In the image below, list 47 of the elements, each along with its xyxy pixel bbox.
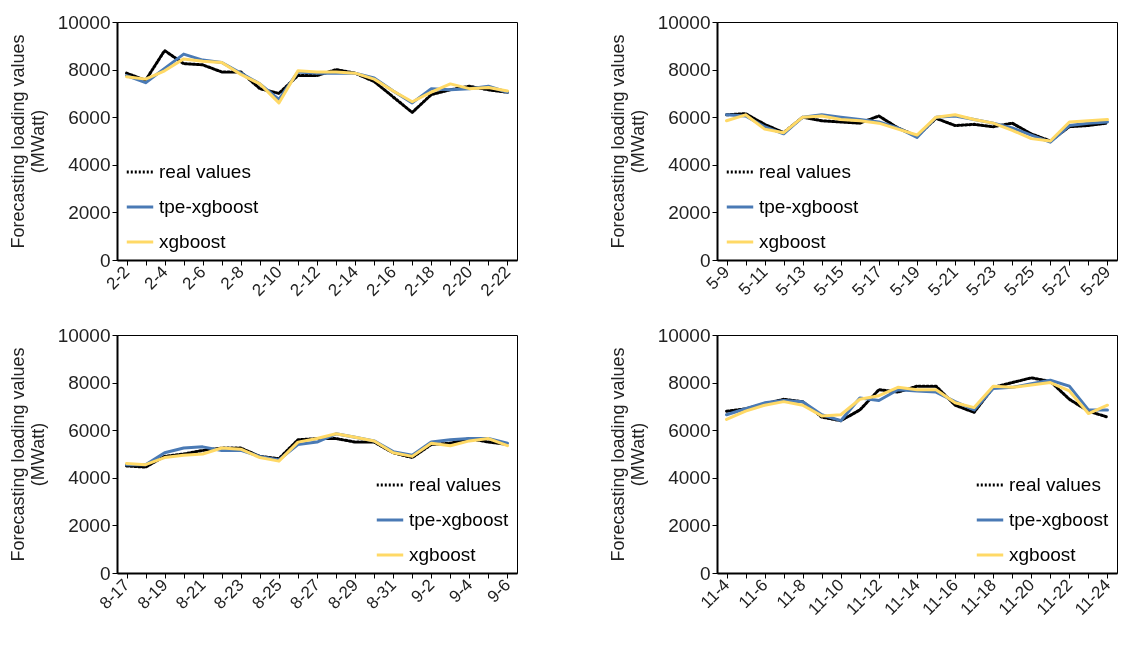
legend-label: tpe-xgboost [409, 509, 510, 530]
y-axis-title: Forecasting loading values (MWatt) [607, 34, 648, 249]
y-tick-label: 6000 [68, 106, 111, 128]
y-axis-title: Forecasting loading values (MWatt) [7, 34, 48, 249]
y-tick-label: 2000 [68, 201, 111, 223]
x-tick-label: 2-8 [216, 262, 248, 294]
y-tick-label: 10000 [657, 11, 711, 33]
x-tick-label: 2-6 [178, 262, 210, 294]
y-tick-label: 2000 [668, 514, 711, 536]
legend-label: real values [159, 161, 251, 182]
legend-label: real values [409, 474, 501, 495]
legend-label: real values [759, 161, 851, 182]
y-tick-label: 6000 [668, 419, 711, 441]
y-axis-title: Forecasting loading values (MWatt) [7, 347, 48, 562]
y-tick-label: 10000 [57, 11, 111, 33]
x-tick-label: 5-11 [734, 262, 772, 300]
legend-label: xgboost [759, 231, 827, 252]
y-axis-title: Forecasting loading values (MWatt) [607, 347, 648, 562]
y-tick-label: 0 [699, 562, 711, 584]
x-tick-label: 9-6 [483, 575, 515, 607]
y-tick-label: 0 [699, 249, 711, 271]
y-tick-label: 6000 [68, 419, 111, 441]
x-tick-label: 9-4 [445, 575, 477, 607]
y-tick-label: 10000 [657, 324, 711, 346]
y-tick-label: 0 [99, 562, 111, 584]
legend-label: real values [1009, 474, 1101, 495]
y-tick-label: 6000 [668, 106, 711, 128]
y-tick-label: 4000 [668, 154, 711, 176]
y-tick-label: 8000 [668, 59, 711, 81]
y-tick-label: 2000 [668, 201, 711, 223]
y-tick-label: 4000 [68, 154, 111, 176]
y-tick-label: 8000 [68, 372, 111, 394]
y-tick-label: 8000 [68, 59, 111, 81]
legend-label: tpe-xgboost [159, 196, 260, 217]
y-tick-label: 8000 [668, 372, 711, 394]
legend-label: xgboost [409, 544, 477, 565]
legend-label: tpe-xgboost [1009, 509, 1110, 530]
legend-label: xgboost [1009, 544, 1077, 565]
y-tick-label: 0 [99, 249, 111, 271]
y-tick-label: 4000 [68, 467, 111, 489]
y-tick-label: 10000 [57, 324, 111, 346]
x-tick-label: 2-4 [140, 262, 172, 294]
legend-label: xgboost [159, 231, 227, 252]
y-tick-label: 2000 [68, 514, 111, 536]
legend-label: tpe-xgboost [759, 196, 860, 217]
x-tick-label: 9-2 [407, 575, 439, 607]
y-tick-label: 4000 [668, 467, 711, 489]
